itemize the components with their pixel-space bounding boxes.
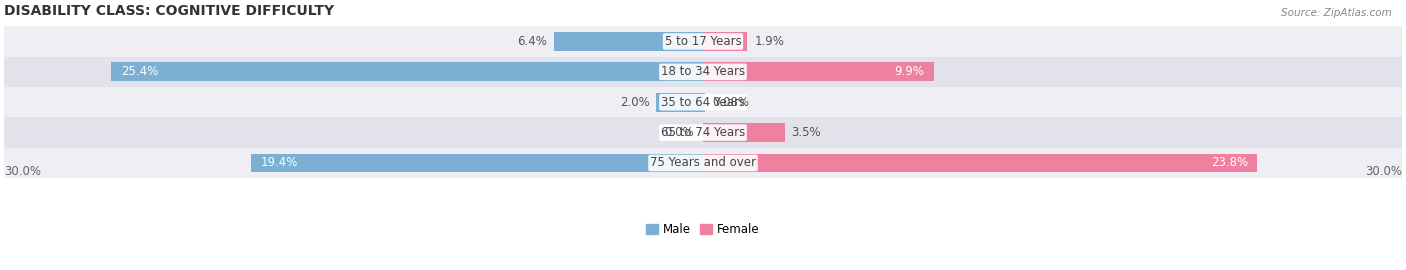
Text: Source: ZipAtlas.com: Source: ZipAtlas.com <box>1281 8 1392 18</box>
Text: 5 to 17 Years: 5 to 17 Years <box>665 35 741 48</box>
Bar <box>4 26 1402 57</box>
Text: 65 to 74 Years: 65 to 74 Years <box>661 126 745 139</box>
Text: 9.9%: 9.9% <box>894 65 924 78</box>
Text: 23.8%: 23.8% <box>1211 157 1249 170</box>
Text: 3.5%: 3.5% <box>792 126 821 139</box>
Bar <box>4 148 1402 178</box>
Bar <box>657 93 703 112</box>
Text: 0.0%: 0.0% <box>664 126 693 139</box>
Text: 6.4%: 6.4% <box>517 35 547 48</box>
Bar <box>111 62 703 81</box>
Text: 35 to 64 Years: 35 to 64 Years <box>661 96 745 109</box>
Text: 18 to 34 Years: 18 to 34 Years <box>661 65 745 78</box>
Bar <box>703 62 934 81</box>
Text: 1.9%: 1.9% <box>754 35 785 48</box>
Bar <box>703 154 1257 173</box>
Bar <box>703 93 704 112</box>
Bar <box>554 32 703 51</box>
Text: 75 Years and over: 75 Years and over <box>650 157 756 170</box>
Bar <box>4 57 1402 87</box>
Bar <box>4 87 1402 117</box>
Text: 30.0%: 30.0% <box>1365 165 1402 178</box>
Bar <box>252 154 703 173</box>
Bar <box>4 117 1402 148</box>
Text: 30.0%: 30.0% <box>4 165 41 178</box>
Text: DISABILITY CLASS: COGNITIVE DIFFICULTY: DISABILITY CLASS: COGNITIVE DIFFICULTY <box>4 4 335 18</box>
Text: 2.0%: 2.0% <box>620 96 650 109</box>
Text: 0.08%: 0.08% <box>711 96 749 109</box>
Legend: Male, Female: Male, Female <box>641 218 765 241</box>
Text: 25.4%: 25.4% <box>121 65 157 78</box>
Bar <box>703 32 747 51</box>
Text: 19.4%: 19.4% <box>260 157 298 170</box>
Bar <box>703 123 785 142</box>
